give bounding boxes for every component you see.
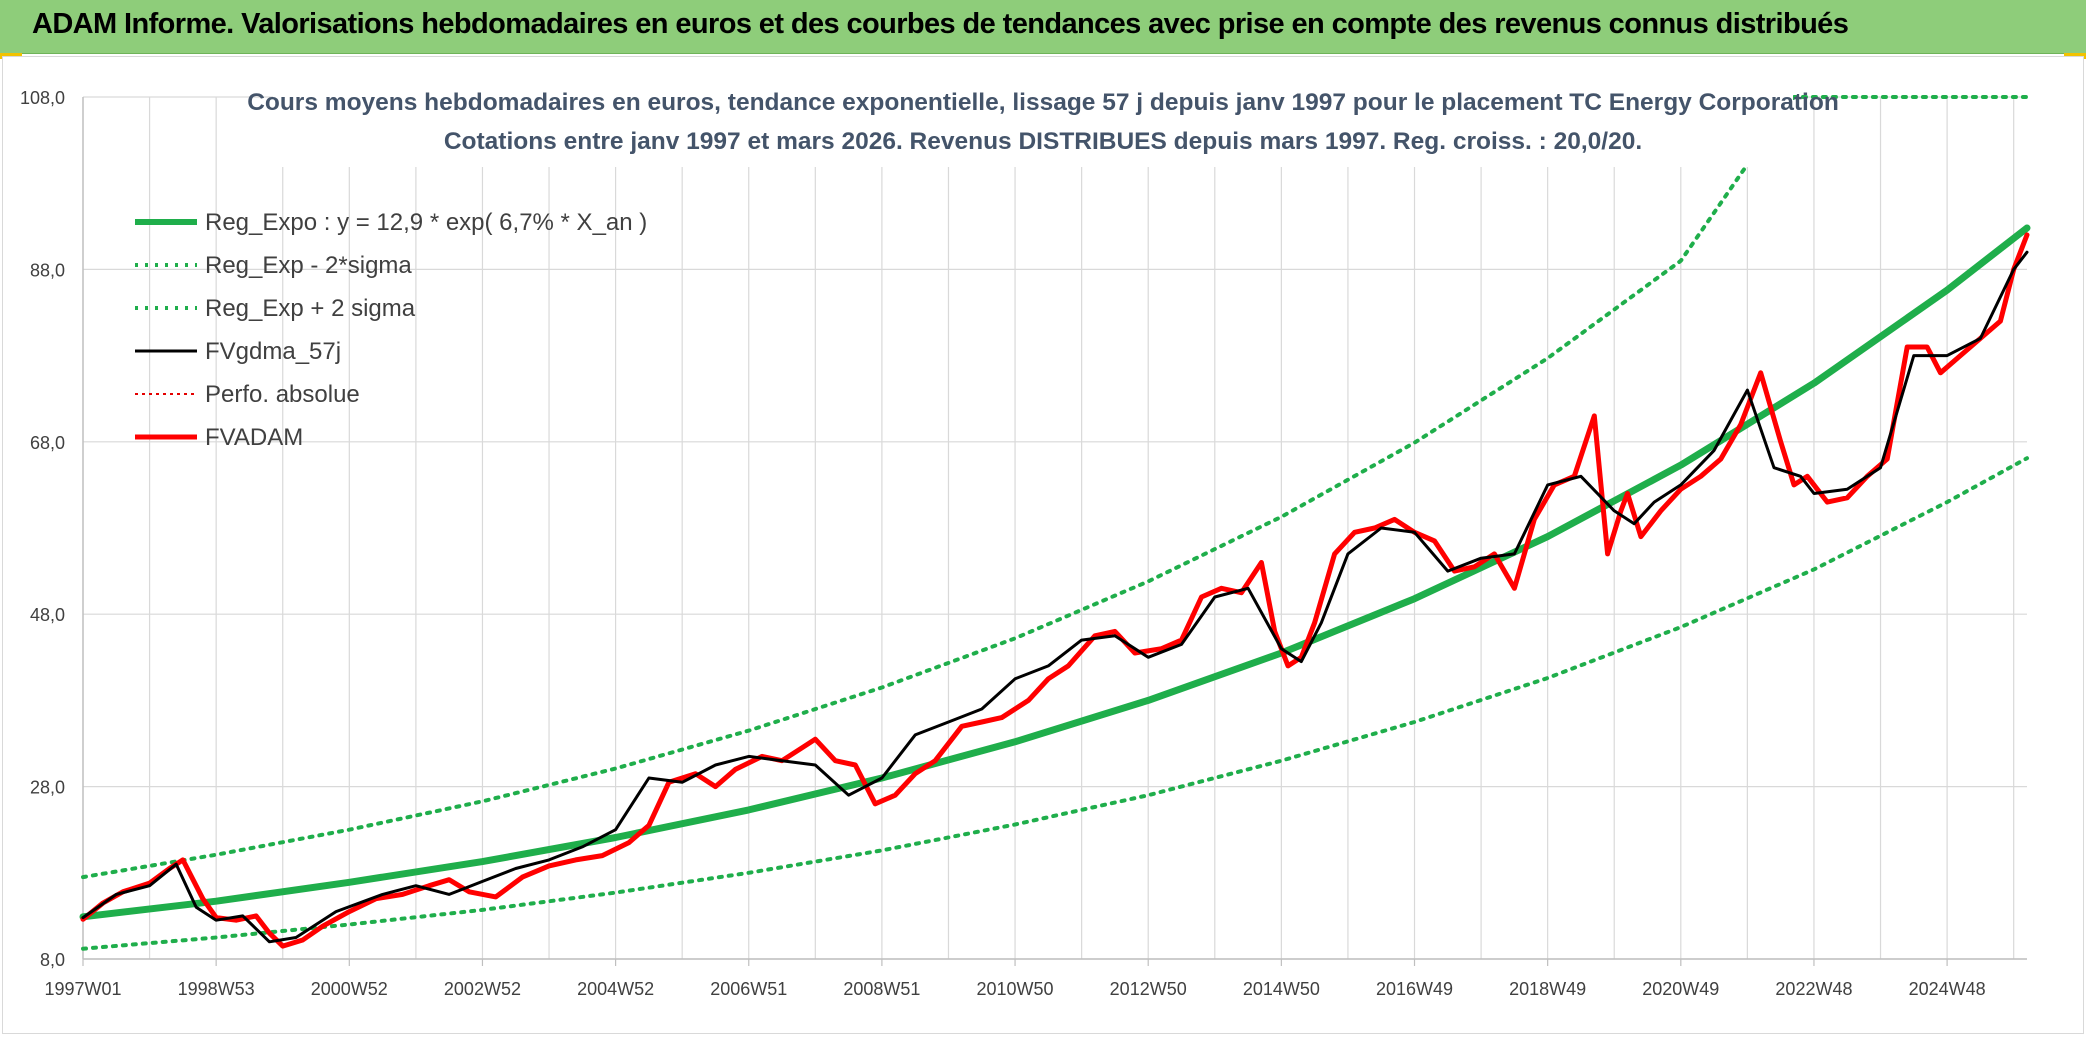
- x-tick-label: 2020W49: [1642, 979, 1719, 999]
- x-tick-label: 2004W52: [577, 979, 654, 999]
- x-tick-label: 2010W50: [977, 979, 1054, 999]
- series-line-3: [81, 250, 2029, 944]
- series-line-1: [81, 456, 2029, 951]
- x-tick-label: 2016W49: [1376, 979, 1453, 999]
- y-tick-label: 8,0: [40, 950, 65, 970]
- x-tick-label: 1997W01: [44, 979, 121, 999]
- y-tick-label: 68,0: [30, 433, 65, 453]
- legend-label-3: FVgdma_57j: [205, 338, 341, 365]
- x-tick-label: 2014W50: [1243, 979, 1320, 999]
- legend-label-4: Perfo. absolue: [205, 381, 360, 408]
- x-tick-label: 2024W48: [1909, 979, 1986, 999]
- chart-title-line2: Cotations entre janv 1997 et mars 2026. …: [444, 128, 1642, 155]
- series-layer: [79, 95, 2031, 951]
- x-tick-label: 2018W49: [1509, 979, 1586, 999]
- x-tick-label: 2006W51: [710, 979, 787, 999]
- x-tick-label: 2022W48: [1775, 979, 1852, 999]
- legend-label-5: FVADAM: [205, 424, 303, 451]
- title-backdrop: [273, 77, 1793, 167]
- report-banner: ADAM Informe. Valorisations hebdomadaire…: [0, 0, 2086, 54]
- y-tick-label: 88,0: [30, 260, 65, 280]
- series-line-5: [80, 232, 2030, 949]
- y-tick-label: 48,0: [30, 605, 65, 625]
- axis-layer: 8,0 28,0 48,0 68,0 88,0 108,0 1997W01 1998W53 20…: [20, 88, 2027, 999]
- legend: Reg_Expo : y = 12,9 * exp( 6,7% * X_an )…: [135, 209, 647, 451]
- legend-label-2: Reg_Exp + 2 sigma: [205, 295, 416, 322]
- x-tick-label: 2000W52: [311, 979, 388, 999]
- report-title: ADAM Informe. Valorisations hebdomadaire…: [32, 8, 1849, 40]
- x-tick-label: 1998W53: [178, 979, 255, 999]
- x-tick-label: 2012W50: [1110, 979, 1187, 999]
- x-tick-label: 2008W51: [843, 979, 920, 999]
- legend-label-0: Reg_Expo : y = 12,9 * exp( 6,7% * X_an ): [205, 209, 647, 236]
- y-tick-label: 28,0: [30, 778, 65, 798]
- series-line-0: [79, 224, 2031, 921]
- series-line-2: [81, 95, 2029, 880]
- grid-layer: [83, 96, 2027, 960]
- x-tick-label: 2002W52: [444, 979, 521, 999]
- line-chart: 8,0 28,0 48,0 68,0 88,0 108,0 1997W01 1998W53 20…: [20, 77, 2031, 999]
- chart-area: 8,0 28,0 48,0 68,0 88,0 108,0 1997W01 1998W53 20…: [2, 56, 2084, 1034]
- y-tick-label: 108,0: [20, 88, 65, 108]
- legend-label-1: Reg_Exp - 2*sigma: [205, 252, 412, 279]
- chart-title-line1: Cours moyens hebdomadaires en euros, ten…: [247, 89, 1839, 116]
